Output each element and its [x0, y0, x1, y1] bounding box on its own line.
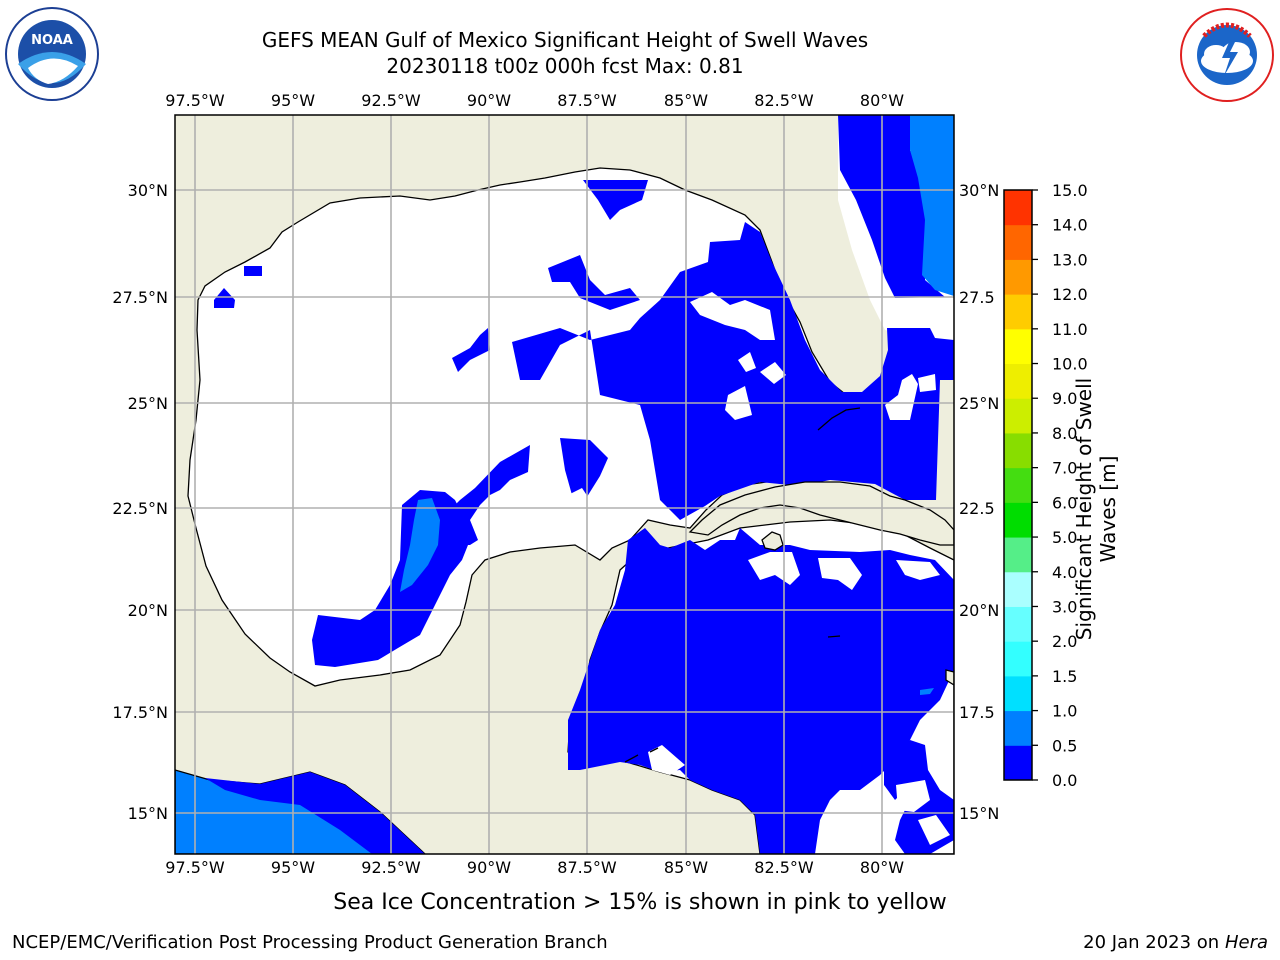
sea-ice-note: Sea Ice Concentration > 15% is shown in … — [333, 890, 947, 915]
colorbar — [1003, 189, 1033, 781]
lat-tick-label: 20°N — [128, 601, 168, 620]
colorbar-swatch — [1004, 398, 1032, 434]
map-frame — [174, 114, 955, 855]
colorbar-tick-label: 14.0 — [1052, 216, 1088, 235]
colorbar-swatch — [1004, 363, 1032, 399]
lat-tick-label: 20°N — [959, 601, 999, 620]
colorbar-swatch — [1004, 328, 1032, 365]
noaa-logo: NOAA — [5, 7, 99, 101]
lon-tick-label: 82.5°W — [754, 91, 814, 110]
colorbar-tick-label: 13.0 — [1052, 250, 1088, 269]
map-title: GEFS MEAN Gulf of Mexico Significant Hei… — [261, 28, 869, 52]
lon-labels-top: 97.5°W 95°W 92.5°W 90°W 87.5°W 85°W 82.5°W 80°W — [165, 91, 904, 110]
colorbar-swatch — [1004, 710, 1032, 746]
map-subtitle: 20230118 t00z 000h fcst Max: 0.81 — [386, 54, 744, 78]
noaa-text: NOAA — [31, 33, 73, 48]
colorbar-tick-label: 12.0 — [1052, 285, 1088, 304]
colorbar-tick-label: 15.0 — [1052, 181, 1088, 200]
colorbar-swatch — [1004, 502, 1032, 538]
florida-keys — [817, 407, 861, 431]
lat-tick-label: 17.5°N — [112, 703, 168, 722]
map-area — [175, 115, 954, 854]
lat-tick-label: 17.5 — [959, 703, 995, 722]
lon-tick-label: 95°W — [271, 858, 315, 877]
swell-mid-field — [400, 115, 954, 695]
colorbar-swatch — [1004, 641, 1032, 677]
colorbar-tick-label: 10.0 — [1052, 355, 1088, 374]
lon-tick-label: 90°W — [467, 858, 511, 877]
colorbar-swatch — [1004, 190, 1032, 226]
lat-tick-label: 15°N — [128, 804, 168, 823]
lon-tick-label: 80°W — [860, 91, 904, 110]
lat-tick-label: 27.5°N — [112, 288, 168, 307]
lat-labels-left: 30°N 27.5°N 25°N 22.5°N 20°N 17.5°N 15°N — [112, 181, 168, 823]
bay-islands — [624, 747, 659, 763]
colorbar-label: Significant Height of Swell Waves [m] — [1072, 377, 1120, 641]
lon-tick-label: 85°W — [664, 858, 708, 877]
lon-tick-label: 87.5°W — [557, 858, 617, 877]
colorbar-tick-label: 3.0 — [1052, 597, 1077, 616]
date-stamp: 20 Jan 2023 on Hera — [1083, 932, 1268, 953]
colorbar-swatch — [1004, 571, 1032, 607]
colorbar-tick-label: 9.0 — [1052, 389, 1077, 408]
isla-juventud — [761, 531, 784, 551]
colorbar-swatch — [1004, 432, 1032, 469]
lat-tick-label: 25°N — [128, 394, 168, 413]
lon-tick-label: 90°W — [467, 91, 511, 110]
lon-tick-label: 97.5°W — [165, 858, 225, 877]
lon-tick-label: 95°W — [271, 91, 315, 110]
lon-tick-label: 80°W — [860, 858, 904, 877]
lat-tick-label: 15°N — [959, 804, 999, 823]
lat-labels-right: 30°N 27.5 25°N 22.5 20°N 17.5 15°N — [959, 181, 999, 823]
lon-tick-label: 97.5°W — [165, 91, 225, 110]
colorbar-tick-label: 0.0 — [1052, 771, 1077, 790]
jamaica-edge — [945, 669, 954, 686]
lat-tick-label: 22.5°N — [112, 499, 168, 518]
lon-tick-label: 92.5°W — [361, 91, 421, 110]
colorbar-tick-label: 6.0 — [1052, 493, 1077, 512]
colorbar-swatch — [1004, 294, 1032, 330]
colorbar-frame — [1003, 189, 1033, 781]
colorbar-tick-label: 7.0 — [1052, 459, 1077, 478]
date-text: 20 Jan 2023 on — [1083, 932, 1220, 953]
colorbar-swatch — [1004, 259, 1032, 295]
lat-tick-label: 30°N — [128, 181, 168, 200]
colorbar-tick-label: 4.0 — [1052, 563, 1077, 582]
colorbar-tick-label: 8.0 — [1052, 424, 1077, 443]
colorbar-tick-label: 0.5 — [1052, 736, 1077, 755]
lon-labels-bottom: 97.5°W 95°W 92.5°W 90°W 87.5°W 85°W 82.5°W 80°W — [165, 858, 904, 877]
colorbar-swatch — [1004, 467, 1032, 503]
cuba — [688, 481, 954, 546]
colorbar-swatch — [1004, 224, 1032, 260]
lat-tick-label: 27.5 — [959, 288, 995, 307]
lon-tick-label: 87.5°W — [557, 91, 617, 110]
colorbar-tick-label: 1.0 — [1052, 702, 1077, 721]
colorbar-swatch — [1004, 745, 1032, 781]
nws-logo — [1180, 8, 1274, 102]
colorbar-swatch — [1004, 675, 1032, 712]
map-grid — [175, 115, 954, 854]
credit-text: NCEP/EMC/Verification Post Processing Pr… — [12, 932, 608, 953]
cayman-islands — [827, 635, 841, 638]
swell-gaps — [510, 292, 954, 845]
colorbar-tick-label: 1.5 — [1052, 667, 1077, 686]
colorbar-swatch — [1004, 537, 1032, 573]
colorbar-tick-label: 11.0 — [1052, 320, 1088, 339]
lat-tick-label: 30°N — [959, 181, 999, 200]
colorbar-tick-label: 2.0 — [1052, 632, 1077, 651]
lon-tick-label: 92.5°W — [361, 858, 421, 877]
lat-tick-label: 25°N — [959, 394, 999, 413]
colorbar-tick-label: 5.0 — [1052, 528, 1077, 547]
host-name: Hera — [1224, 932, 1268, 953]
colorbar-swatch — [1004, 606, 1032, 642]
lon-tick-label: 82.5°W — [754, 858, 814, 877]
lat-tick-label: 22.5 — [959, 499, 995, 518]
colorbar-ticks: 0.0 0.5 1.0 1.5 2.0 3.0 4.0 5.0 6.0 7.0 8.0 9.0 10.0… — [1032, 181, 1088, 790]
lon-tick-label: 85°W — [664, 91, 708, 110]
